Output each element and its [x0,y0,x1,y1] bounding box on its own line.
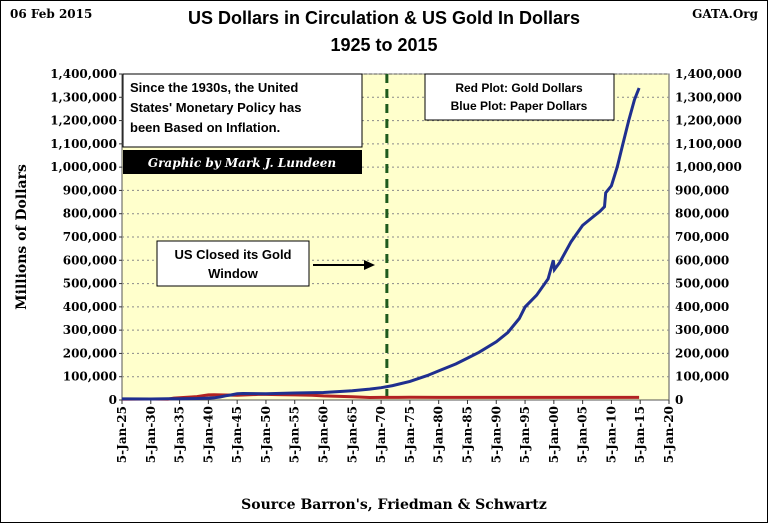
y-tick-label-right: 500,000 [675,277,729,291]
gold-window-arrow-head [364,260,375,270]
series-paper-dollars-line [121,87,641,401]
y-tick-label-right: 1,200,000 [675,114,742,128]
y-tick-label-left: 100,000 [63,370,117,384]
y-axis-title: Millions of Dollars [14,164,30,310]
y-tick-label-left: 800,000 [63,207,117,221]
y-tick-label-left: 1,100,000 [50,137,117,151]
y-tick-label-right: 0 [675,393,683,407]
gold-window-callout-line1: US Closed its Gold [174,247,291,262]
y-tick-label-right: 600,000 [675,253,729,267]
y-tick-label-left: 1,200,000 [50,114,117,128]
x-tick-label: 5-Jan-25 [115,406,129,463]
y-tick-label-right: 1,400,000 [675,67,742,81]
y-tick-label-left: 700,000 [63,230,117,244]
x-tick-label: 5-Jan-75 [403,406,417,463]
policy-callout-line2: States' Monetary Policy has [130,100,301,115]
y-tick-label-left: 200,000 [63,346,117,360]
legend-box [424,73,615,121]
chart-title-line1: US Dollars in Circulation & US Gold In D… [188,8,580,28]
x-tick-label: 5-Jan-70 [374,406,388,463]
x-tick-label: 5-Jan-50 [259,406,273,463]
gold-window-callout-line2: Window [208,266,259,281]
y-tick-label-left: 1,400,000 [50,67,117,81]
y-tick-label-left: 1,000,000 [50,160,117,174]
policy-callout-box [122,73,363,148]
y-tick-label-right: 400,000 [675,300,729,314]
x-tick-label: 5-Jan-95 [518,406,532,463]
y-tick-label-left: 400,000 [63,300,117,314]
y-axis-right: 0 100,000 200,000 300,000 400,000 500,000 600,… [675,67,742,407]
y-tick-label-right: 1,100,000 [675,137,742,151]
policy-callout-line1: Since the 1930s, the United [130,80,298,95]
policy-callout-line3: been Based on Inflation. [130,120,280,135]
source-footer: Source Barron's, Friedman & Schwartz [241,497,547,513]
legend-line-gold: Red Plot: Gold Dollars [455,81,583,95]
y-axis-left: 0 100,000 200,000 300,000 400,000 500,000 600,… [50,67,122,407]
x-tick-label: 5-Jan-65 [345,406,359,463]
y-tick-label-right: 300,000 [675,323,729,337]
y-tick-label-left: 0 [109,393,117,407]
y-tick-label-right: 1,300,000 [675,90,742,104]
x-tick-label: 5-Jan-35 [173,406,187,463]
y-tick-label-left: 300,000 [63,323,117,337]
y-tick-label-right: 700,000 [675,230,729,244]
x-tick-label: 5-Jan-40 [201,406,215,463]
date-label: 06 Feb 2015 [10,7,92,21]
x-tick-label: 5-Jan-00 [547,406,561,463]
x-tick-label: 5-Jan-90 [489,406,503,463]
credit-label-box [123,150,362,174]
x-tick-label: 5-Jan-10 [604,406,618,463]
chart-title-line2: 1925 to 2015 [330,35,437,55]
y-tick-label-right: 100,000 [675,370,729,384]
x-tick-label: 5-Jan-30 [144,406,158,463]
legend-line-paper: Blue Plot: Paper Dollars [451,99,588,113]
x-tick-label: 5-Jan-20 [662,406,676,463]
y-tick-label-left: 900,000 [63,183,117,197]
x-tick-label: 5-Jan-45 [230,406,244,463]
y-tick-label-right: 1,000,000 [675,160,742,174]
x-tick-label: 5-Jan-85 [460,406,474,463]
credit-label: Graphic by Mark J. Lundeen [148,156,336,170]
y-tick-label-left: 600,000 [63,253,117,267]
y-tick-label-left: 500,000 [63,277,117,291]
x-tick-label: 5-Jan-15 [633,406,647,463]
source-site-label: GATA.Org [692,7,758,21]
y-tick-label-left: 1,300,000 [50,90,117,104]
y-tick-label-right: 900,000 [675,183,729,197]
y-tick-label-right: 800,000 [675,207,729,221]
x-tick-label: 5-Jan-80 [432,406,446,463]
x-tick-label: 5-Jan-60 [317,406,331,463]
x-axis: 5-Jan-25 5-Jan-30 5-Jan-35 5-Jan-40 5-Jan-45… [115,400,676,463]
x-tick-label: 5-Jan-55 [288,406,302,463]
x-tick-label: 5-Jan-05 [576,406,590,463]
gold-window-callout-box [156,240,310,287]
y-tick-label-right: 200,000 [675,346,729,360]
